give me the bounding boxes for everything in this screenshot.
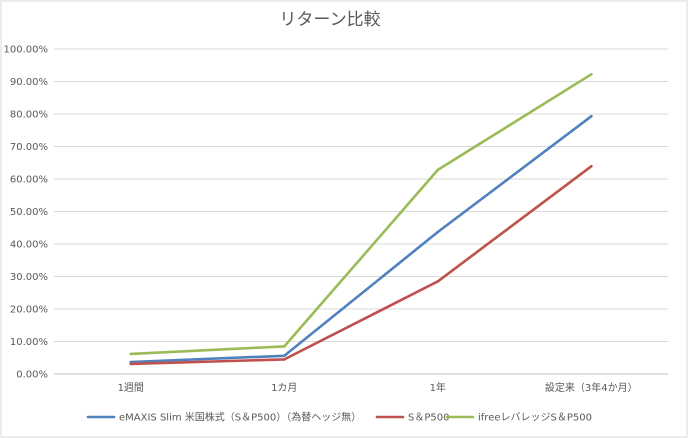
- axes: 0.00% 10.00% 20.00% 30.00% 40.00% 50.00% 60.00…: [4, 45, 668, 394]
- legend-label: S＆P500: [408, 413, 449, 424]
- gridlines: [54, 48, 668, 342]
- legend: eMAXIS Slim 米国株式（S＆P500）（為替ヘッジ無） S＆P500 if…: [86, 411, 592, 424]
- legend-label: ifreeレバレッジS＆P500: [478, 412, 592, 424]
- data-point: [283, 358, 286, 361]
- data-point: [283, 354, 286, 358]
- x-tick-label: 1年: [430, 381, 446, 394]
- data-point: [590, 73, 593, 76]
- y-tick-label: 70.00%: [10, 142, 48, 153]
- series-line-2: [129, 165, 593, 366]
- x-tick-label: 設定来（3年4か月）: [545, 381, 638, 394]
- y-tick-label: 20.00%: [10, 305, 48, 316]
- y-tick-label: 60.00%: [10, 175, 48, 186]
- y-tick-label: 80.00%: [10, 110, 48, 121]
- series-line-3: [129, 73, 593, 356]
- x-tick-label: 1カ月: [271, 382, 297, 394]
- series-lines: [129, 73, 593, 366]
- data-point: [436, 168, 440, 172]
- y-tick-label: 10.00%: [10, 337, 48, 348]
- y-tick-label: 50.00%: [10, 207, 48, 218]
- y-tick-label: 40.00%: [10, 240, 48, 251]
- data-point: [436, 280, 440, 283]
- y-tick-label: 100.00%: [4, 45, 49, 56]
- y-tick-label: 30.00%: [10, 272, 48, 283]
- legend-label: eMAXIS Slim 米国株式（S＆P500）（為替ヘッジ無）: [119, 411, 361, 424]
- y-tick-label: 90.00%: [10, 77, 48, 88]
- chart-title: リターン比較: [279, 10, 380, 30]
- data-point: [129, 352, 133, 356]
- x-tick-label: 1週間: [118, 382, 144, 394]
- y-tick-label: 0.00%: [16, 370, 48, 381]
- data-point: [590, 115, 593, 118]
- data-point: [283, 345, 286, 348]
- data-point: [436, 230, 440, 234]
- data-point: [129, 362, 133, 366]
- data-point: [590, 165, 593, 168]
- series-line-1: [129, 115, 593, 364]
